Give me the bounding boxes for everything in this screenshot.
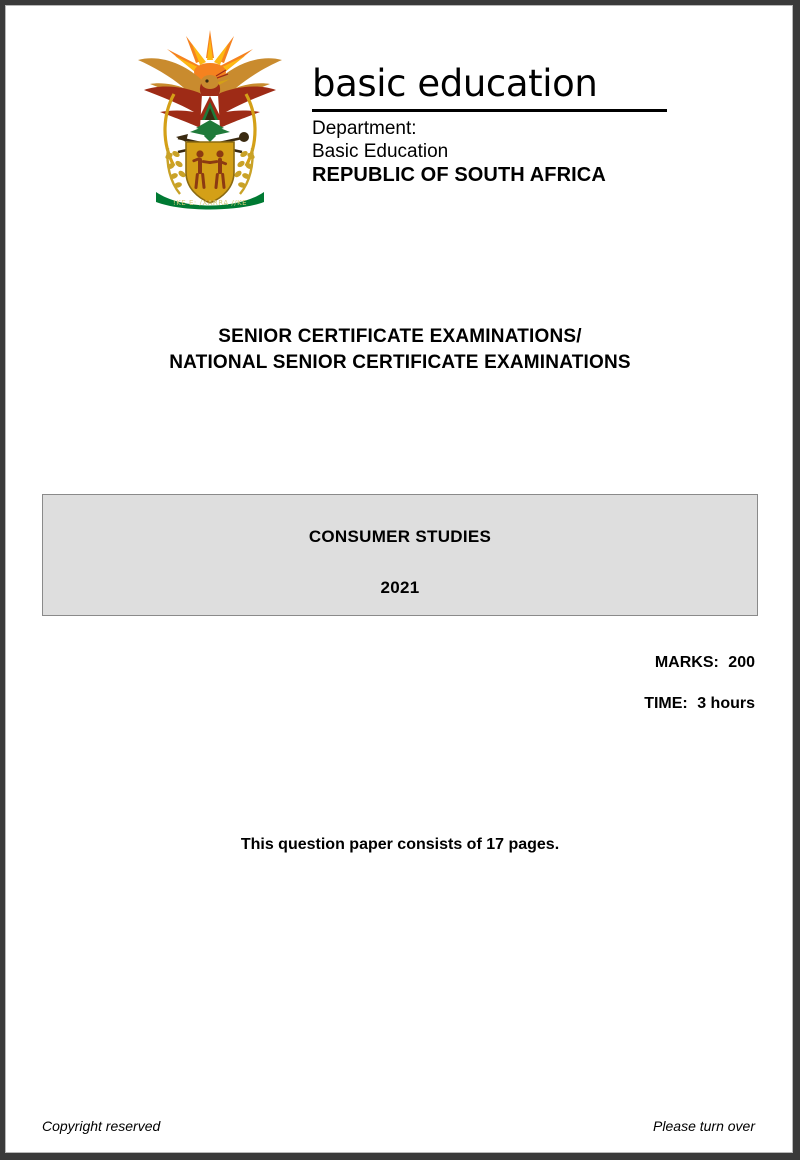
time-label: TIME:: [644, 695, 688, 712]
logo-department-name: Basic Education: [312, 141, 449, 162]
marks-value: 200: [728, 654, 755, 671]
time-line: TIME: 3 hours: [42, 694, 755, 714]
page-sheet: !KE E: /XARRA //KE basic education Depar…: [5, 5, 793, 1153]
logo-wordmark: basic education Department: Basic Educat…: [312, 62, 682, 188]
subject-box: CONSUMER STUDIES 2021: [42, 494, 758, 616]
coat-of-arms-icon: !KE E: /XARRA //KE: [126, 24, 294, 212]
page-count-note: This question paper consists of 17 pages…: [240, 836, 560, 853]
department-logo: !KE E: /XARRA //KE basic education Depar…: [126, 24, 686, 214]
exam-meta: MARKS: 200 TIME: 3 hours: [42, 653, 755, 714]
logo-country: REPUBLIC OF SOUTH AFRICA: [312, 164, 606, 186]
page-footer: Copyright reserved Please turn over: [42, 1118, 755, 1134]
footer-copyright: Copyright reserved: [42, 1118, 161, 1134]
exam-heading-line-1: SENIOR CERTIFICATE EXAMINATIONS/: [218, 326, 582, 347]
svg-text:!KE E: /XARRA //KE: !KE E: /XARRA //KE: [173, 199, 247, 207]
exam-heading: SENIOR CERTIFICATE EXAMINATIONS/ NATIONA…: [42, 324, 758, 376]
footer-turn-over: Please turn over: [653, 1118, 755, 1134]
logo-divider: [312, 109, 667, 112]
subject-year: 2021: [380, 578, 420, 597]
logo-department-label: Department:: [312, 118, 417, 139]
marks-label: MARKS:: [654, 654, 719, 671]
subject-title: CONSUMER STUDIES: [308, 527, 492, 546]
marks-line: MARKS: 200: [42, 653, 755, 673]
logo-title: basic education: [312, 62, 598, 105]
time-value: 3 hours: [697, 695, 755, 712]
exam-heading-line-2: NATIONAL SENIOR CERTIFICATE EXAMINATIONS: [169, 352, 631, 373]
